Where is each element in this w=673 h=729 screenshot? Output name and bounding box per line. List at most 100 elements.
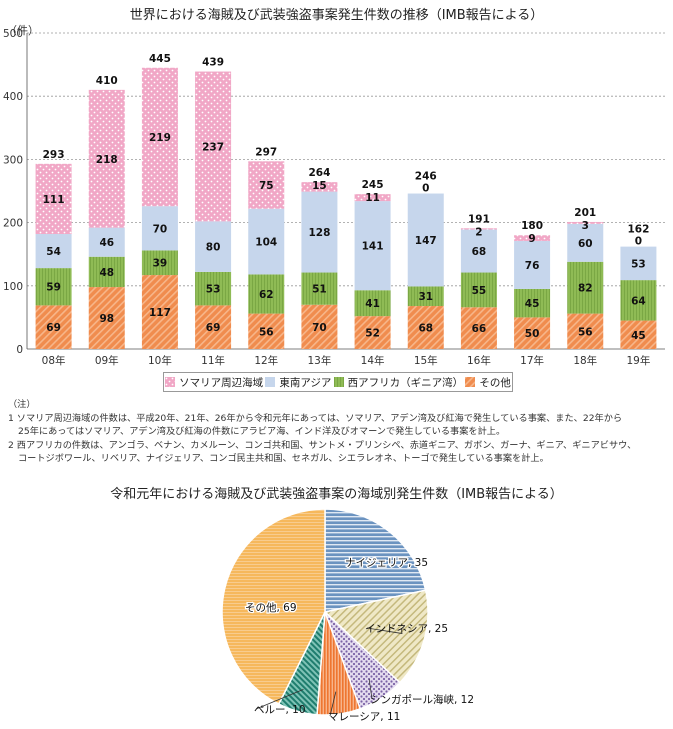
bar-segment: [141, 67, 178, 207]
bar-value-label: 48: [99, 267, 114, 279]
bar-segment: [195, 271, 232, 306]
bar-value-label: 147: [415, 235, 437, 247]
bar-value-label: 70: [153, 223, 168, 235]
bar-segment: [620, 246, 657, 281]
bar-value-label: 39: [153, 258, 168, 270]
bar-total-label: 245: [362, 179, 384, 191]
pie-slice: [323, 589, 429, 684]
bar-segment: [460, 272, 497, 308]
bar-segment: [460, 228, 497, 230]
bar-value-label: 69: [46, 322, 61, 334]
note-2b: コートジボワール、リベリア、ナイジェリア、コンゴ民主共和国、セネガル、シエラレオ…: [18, 453, 549, 464]
bar-total-label: 264: [308, 167, 330, 179]
bar-value-label: 218: [96, 154, 118, 166]
x-tick-label: 13年: [307, 354, 331, 367]
bar-segment: [301, 272, 338, 305]
notes: （注） 1 ソマリア周辺海域の件数は、平成20年、21年、26年から令和元年にあ…: [8, 398, 668, 466]
y-tick-label-5: 500: [3, 28, 23, 40]
bar-segment: [407, 306, 444, 349]
bar-total-label: 191: [468, 213, 490, 225]
x-tick-label: 09年: [95, 354, 119, 367]
note-1b: 25年にあってはソマリア、アデン湾及び紅海の件数にアラビア海、インド洋及びオマー…: [18, 426, 506, 437]
y-tick-label-3: 300: [3, 154, 23, 166]
bar-legend: ソマリア周辺海域 東南アジア 西アフリカ（ギニア湾） その他: [163, 372, 513, 392]
bar-segment: [88, 89, 125, 228]
bar-segment: [620, 320, 657, 349]
bar-value-label: 141: [362, 241, 384, 253]
x-tick-label: 16年: [467, 354, 491, 367]
bar-value-label: 60: [578, 238, 593, 250]
bar-segment: [88, 227, 125, 257]
bar-total-label: 445: [149, 53, 171, 65]
legend-label-west-africa: 西アフリカ（ギニア湾）: [347, 376, 464, 389]
y-tick-label-1: 100: [3, 281, 23, 293]
pie-leader-line: [366, 627, 403, 634]
bar-value-label: 41: [365, 298, 380, 310]
pie-slice-label: インドネシア, 25: [365, 623, 448, 635]
bar-segment: [514, 240, 551, 289]
pie-leader-line: [368, 679, 373, 700]
bar-value-label: 0: [635, 236, 642, 248]
bar-segment: [354, 316, 391, 349]
legend-label-sea: 東南アジア: [279, 376, 332, 389]
bar-value-label: 82: [578, 283, 593, 295]
pie-slice: [221, 508, 326, 706]
y-tick-label-2: 200: [3, 218, 23, 230]
bar-value-label: 68: [472, 246, 487, 258]
x-tick-label: 08年: [42, 354, 66, 367]
bar-value-label: 3: [582, 220, 589, 232]
legend-label-somalia: ソマリア周辺海域: [179, 376, 264, 389]
bar-value-label: 51: [312, 284, 327, 296]
bar-segment: [195, 305, 232, 349]
bar-value-label: 64: [631, 295, 646, 307]
bar-value-label: 219: [149, 132, 171, 144]
pie-slice: [324, 508, 427, 613]
x-tick-label: 14年: [361, 354, 385, 367]
bar-value-label: 237: [202, 141, 224, 153]
bar-value-label: 66: [472, 323, 487, 335]
bar-value-label: 15: [312, 180, 327, 192]
bar-segment: [514, 288, 551, 318]
bar-segment: [354, 290, 391, 317]
notes-heading: （注）: [8, 399, 36, 410]
bar-segment: [248, 161, 285, 209]
pie-slice-label: その他, 69: [245, 601, 297, 614]
bar-total-label: 246: [415, 171, 437, 183]
bar-segment: [248, 313, 285, 349]
legend-item-other: その他: [465, 375, 511, 390]
bar-segment: [195, 71, 232, 222]
bar-segment: [514, 235, 551, 241]
bar-chart-title: 世界における海賊及び武装強盗事案発生件数の推移（IMB報告による）: [129, 8, 544, 23]
bar-segment: [141, 206, 178, 251]
pie-slice: [316, 611, 362, 716]
legend-item-west-africa: 西アフリカ（ギニア湾）: [333, 375, 464, 390]
pie-slice-label: マレーシア, 11: [328, 711, 400, 723]
bar-segment: [620, 280, 657, 321]
bar-value-label: 54: [46, 246, 61, 258]
x-tick-label: 11年: [201, 354, 225, 367]
note-2a: 2 西アフリカの件数は、アンゴラ、ベナン、カメルーン、コンゴ共和国、サントメ・プ…: [8, 439, 637, 451]
bar-segment: [141, 250, 178, 276]
note-1a: 1 ソマリア周辺海域の件数は、平成20年、21年、26年から令和元年にあっては、…: [8, 412, 623, 424]
bar-segment: [35, 163, 72, 234]
bar-segment: [35, 233, 72, 269]
legend-swatch-somalia: [165, 377, 176, 387]
bar-value-label: 68: [418, 323, 433, 335]
bar-segment: [460, 229, 497, 273]
pie-slice: [277, 611, 326, 716]
bar-value-label: 69: [206, 322, 221, 334]
bar-total-label: 180: [521, 220, 543, 232]
bar-value-label: 117: [149, 307, 171, 319]
bar-value-label: 11: [365, 192, 380, 204]
pie-slice: [324, 611, 401, 710]
bar-segment: [407, 193, 444, 287]
pie-slice-label: シンガポール海峡, 12: [370, 693, 474, 706]
bar-total-label: 293: [43, 149, 65, 161]
bar-value-label: 98: [99, 313, 114, 325]
bar-value-label: 128: [308, 227, 330, 239]
bar-value-label: 52: [365, 328, 380, 340]
x-tick-label: 10年: [148, 354, 172, 367]
pie-leader-line: [329, 691, 337, 717]
bar-total-label: 297: [255, 146, 277, 158]
